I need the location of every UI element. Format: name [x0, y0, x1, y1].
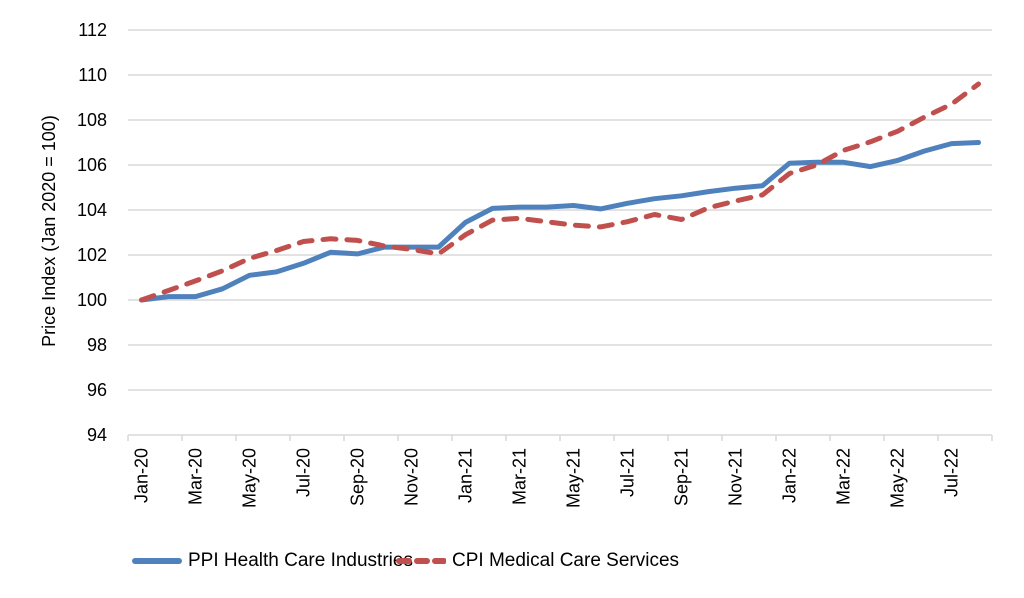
legend-item-cpi: CPI Medical Care Services [396, 546, 679, 576]
legend-label-ppi: PPI Health Care Industries [188, 550, 413, 571]
x-axis [127, 434, 993, 441]
x-tick-label: Mar-20 [186, 448, 206, 505]
x-tick-label: Sep-20 [348, 448, 368, 506]
y-tick-label: 102 [77, 245, 107, 265]
y-axis-title: Price Index (Jan 2020 = 100) [39, 115, 59, 347]
gridlines [128, 29, 992, 391]
x-tick-label: May-21 [564, 448, 584, 508]
y-tick-label: 98 [87, 335, 107, 355]
legend-swatch-cpi [396, 558, 446, 564]
y-tick-label: 94 [87, 425, 107, 445]
x-tick-label: Jul-21 [618, 448, 638, 497]
x-tick-label: Jan-22 [780, 448, 800, 503]
y-tick-label: 106 [77, 155, 107, 175]
y-tick-label: 100 [77, 290, 107, 310]
x-tick-label: May-22 [888, 448, 908, 508]
x-tick-label: May-20 [240, 448, 260, 508]
x-tick-label: Sep-21 [672, 448, 692, 506]
y-tick-label: 110 [78, 65, 107, 85]
x-tick-label: Mar-21 [510, 448, 530, 505]
y-tick-label: 96 [87, 380, 107, 400]
series-line-ppi [139, 140, 981, 303]
x-tick-label: Mar-22 [834, 448, 854, 505]
x-tick-label: Nov-20 [402, 448, 422, 506]
x-tick-label: Jan-21 [456, 448, 476, 503]
legend: PPI Health Care Industries CPI Medical C… [0, 546, 1024, 576]
y-axis-tick-labels: 94 96 98 100 102 104 106 108 110 112 [77, 20, 107, 445]
x-tick-label: Nov-21 [726, 448, 746, 506]
x-tick-label: Jul-20 [294, 448, 314, 497]
series-lines [139, 81, 981, 303]
legend-label-cpi: CPI Medical Care Services [452, 550, 680, 571]
x-tick-label: Jan-20 [132, 448, 152, 503]
x-tick-label: Jul-22 [942, 448, 962, 497]
y-tick-label: 108 [77, 110, 107, 130]
legend-swatch-ppi [132, 558, 182, 564]
y-tick-label: 112 [78, 20, 107, 40]
legend-item-ppi: PPI Health Care Industries [132, 546, 413, 576]
y-tick-label: 104 [77, 200, 107, 220]
x-axis-tick-labels: Jan-20 Mar-20 May-20 Jul-20 Sep-20 Nov-20 Jan-… [132, 448, 962, 508]
series-line-cpi [139, 81, 981, 303]
